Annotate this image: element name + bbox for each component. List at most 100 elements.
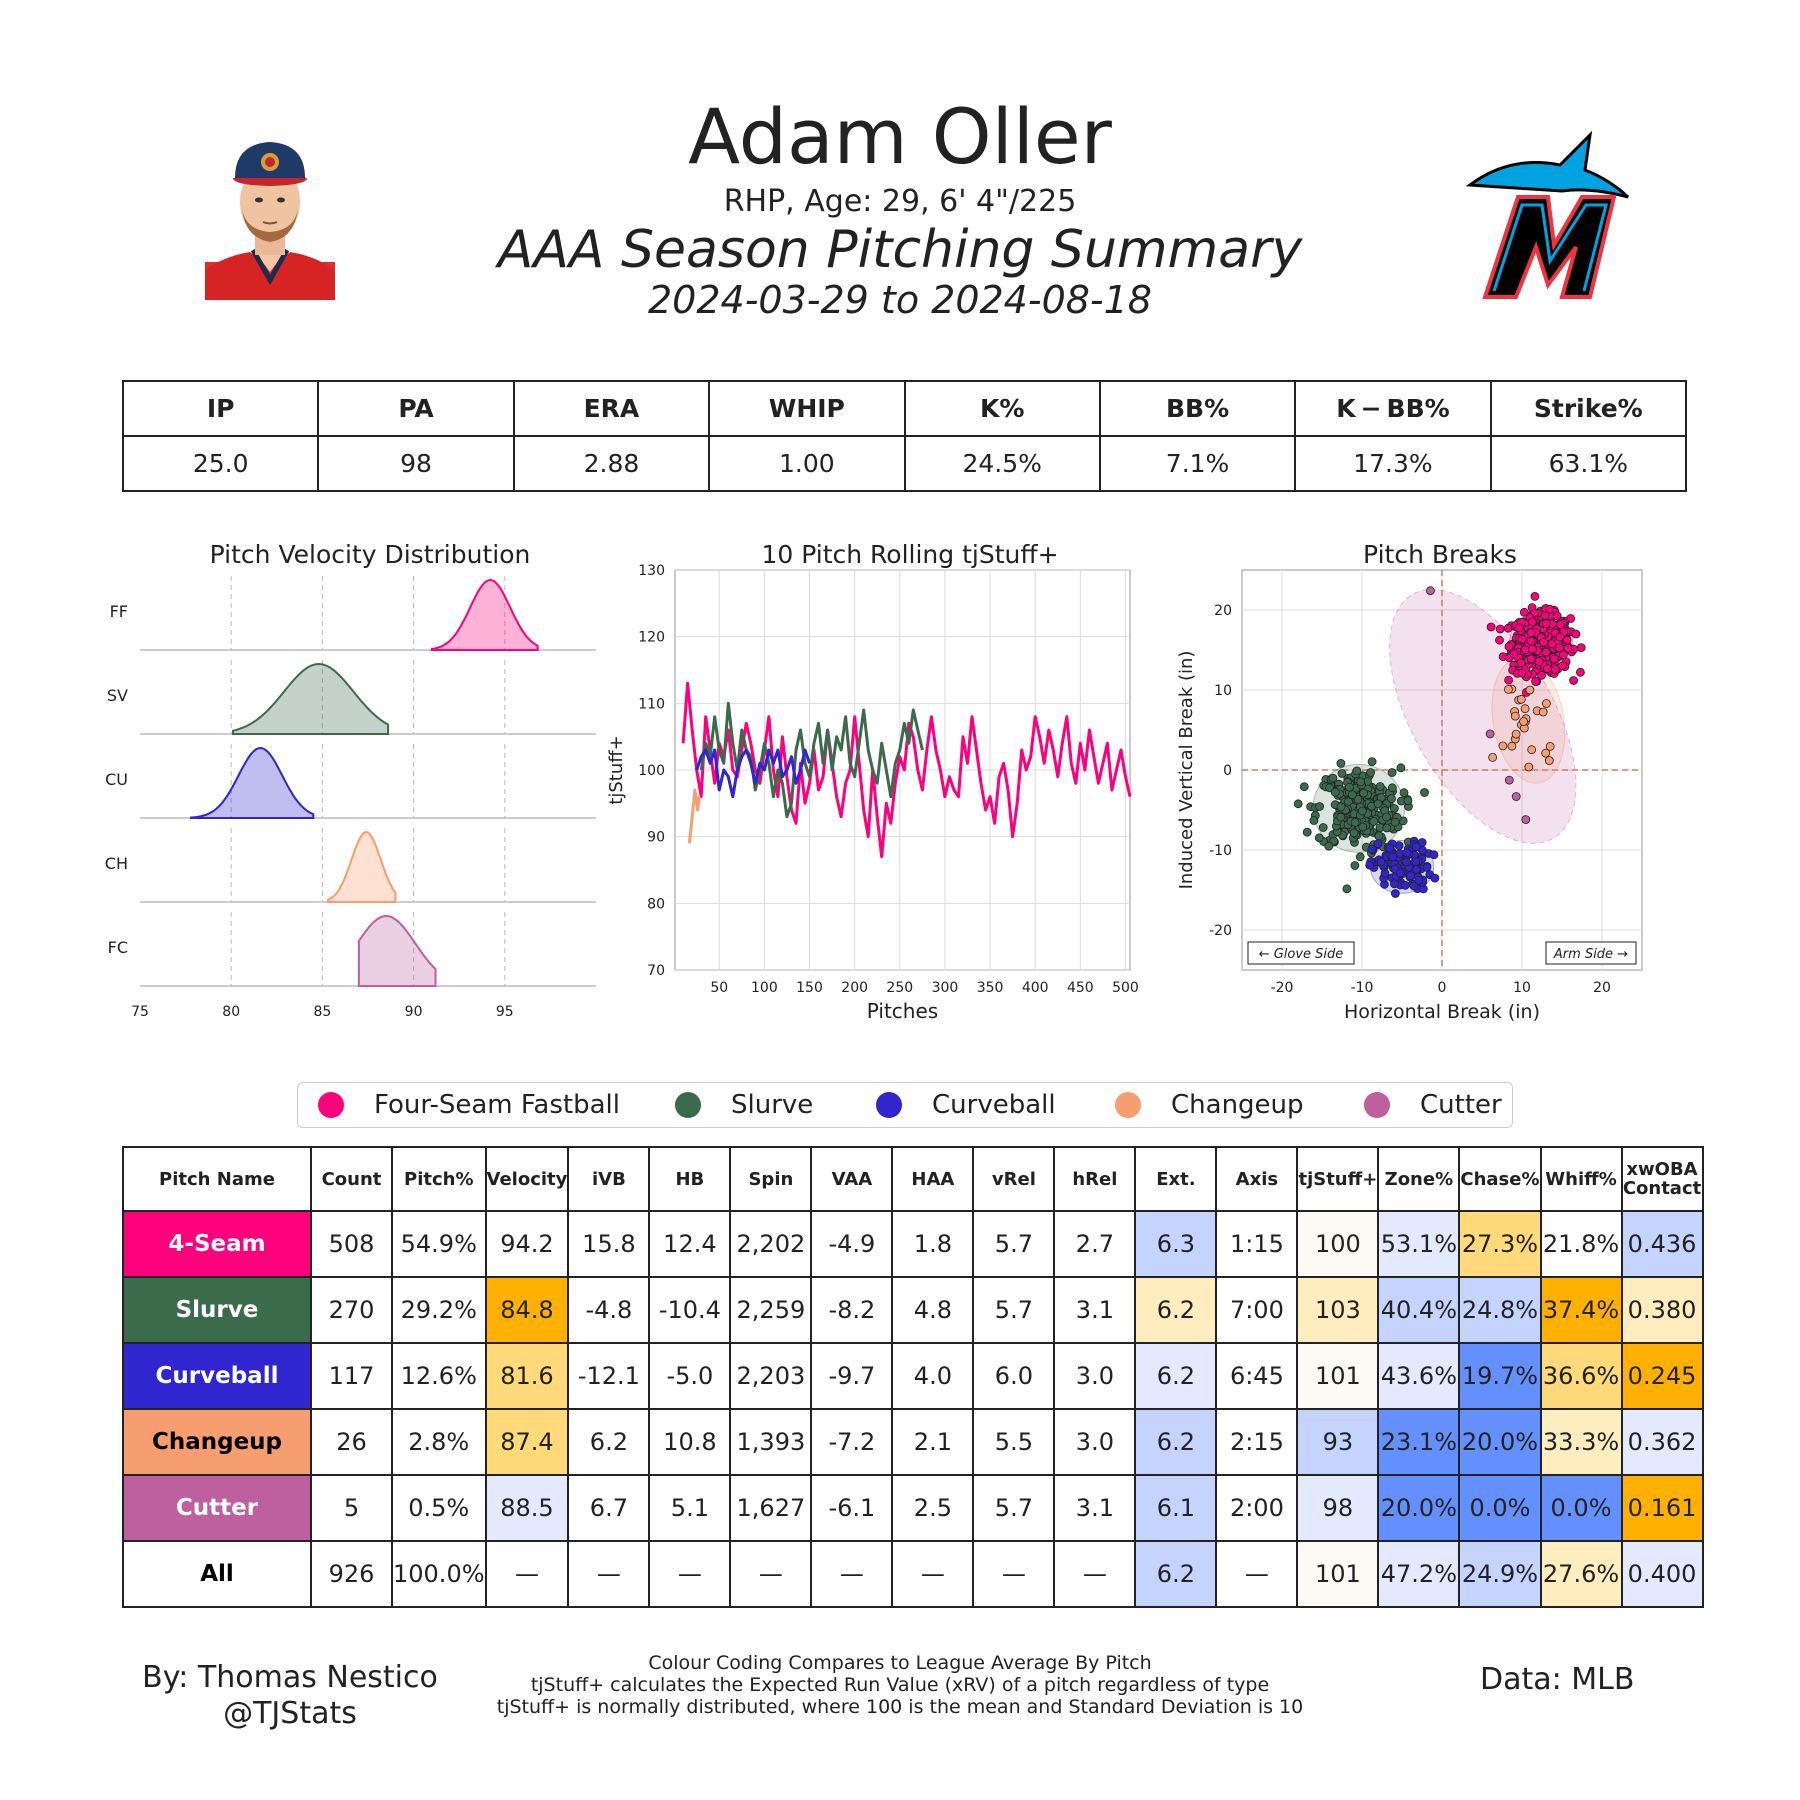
- breaks-x-tick-label: -20: [1271, 980, 1294, 996]
- pitch-metric-cell: 5.7: [972, 1210, 1056, 1278]
- pitch-metric-cell: —: [1053, 1540, 1137, 1608]
- pitch-metric-cell: 0.245: [1620, 1342, 1704, 1410]
- breaks-point-ff: [1542, 664, 1552, 674]
- pitch-metric-cell: 2:00: [1215, 1474, 1299, 1542]
- pitch-metric-cell: -4.9: [810, 1210, 894, 1278]
- breaks-point-sv: [1382, 823, 1392, 833]
- pitch-metric-cell: 23.1%: [1377, 1408, 1461, 1476]
- breaks-point-sv: [1375, 782, 1385, 791]
- breaks-point-ff: [1504, 642, 1514, 651]
- table-row: All 926 100.0% — — — — — — — —6.2—101 47.2% 24.9% 27.…: [122, 1540, 1704, 1608]
- breaks-point-ff: [1526, 654, 1536, 664]
- stat-header: K − BB%: [1294, 380, 1492, 437]
- rolling-x-tick-label: 400: [1022, 980, 1049, 996]
- breaks-point-cu: [1376, 857, 1386, 867]
- pitch-metric-cell: 2:15: [1215, 1408, 1299, 1476]
- breaks-point-sv: [1350, 861, 1360, 870]
- breaks-point-sv: [1355, 852, 1365, 862]
- breaks-point-cu: [1373, 839, 1383, 849]
- breaks-point-sv: [1337, 769, 1347, 778]
- breaks-point-ch: [1525, 685, 1535, 695]
- stat-header: IP: [121, 380, 320, 437]
- legend-label: Four-Seam Fastball: [374, 1090, 620, 1120]
- breaks-point-ch: [1545, 741, 1555, 751]
- velocity-distribution-chart: FFSVCUCHFC7580859095Velocity (mph): [105, 576, 596, 1020]
- pitch-table-header: Spin: [729, 1146, 813, 1212]
- pitch-metric-cell: —: [484, 1540, 570, 1608]
- pitch-name-cell: 4-Seam: [122, 1210, 312, 1278]
- pitch-metric-cell: 2.8%: [391, 1408, 487, 1476]
- breaks-point-sv: [1390, 817, 1400, 827]
- breaks-point-ff: [1503, 623, 1513, 633]
- breaks-point-sv: [1373, 799, 1383, 809]
- pitch-metric-cell: 0.436: [1620, 1210, 1704, 1278]
- breaks-point-cu: [1409, 881, 1419, 891]
- legend-item-fc: Cutter: [1364, 1083, 1502, 1127]
- cu-color-swatch: [876, 1092, 902, 1118]
- legend-label: Cutter: [1420, 1090, 1502, 1120]
- marlins-logo: [1465, 130, 1630, 299]
- breaks-point-ff: [1520, 645, 1530, 655]
- velocity-row-label: FF: [110, 602, 128, 621]
- pitch-metric-cell: -6.1: [810, 1474, 894, 1542]
- pitch-metric-cell: 0.362: [1620, 1408, 1704, 1476]
- arm-side-annotation: Arm Side →: [1545, 941, 1637, 965]
- pitch-table-header: vRel: [972, 1146, 1056, 1212]
- pitch-metric-cell: 100: [1296, 1210, 1380, 1278]
- pitch-metric-cell: 20.0%: [1458, 1408, 1542, 1476]
- legend-label: Slurve: [731, 1090, 814, 1120]
- breaks-point-cu: [1401, 857, 1411, 867]
- breaks-point-sv: [1399, 788, 1409, 798]
- sv-color-swatch: [675, 1092, 701, 1118]
- velocity-density-ff: [430, 578, 539, 651]
- stat-value: 17.3%: [1294, 435, 1492, 492]
- breaks-point-sv: [1299, 782, 1309, 792]
- pitch-metric-cell: 6.2: [1134, 1540, 1218, 1608]
- pitch-table-header: Pitch Name: [122, 1146, 312, 1212]
- pitch-metric-cell: —: [891, 1540, 975, 1608]
- breaks-point-sv: [1367, 757, 1377, 767]
- breaks-point-ch: [1538, 707, 1548, 717]
- breaks-y-tick-label: -20: [1209, 923, 1232, 939]
- breaks-x-axis-label: Horizontal Break (in): [1344, 1001, 1540, 1023]
- breaks-point-ch: [1541, 699, 1551, 708]
- breaks-point-cu: [1430, 873, 1440, 883]
- table-row: Cutter 5 0.5% 88.5 6.7 5.1 1,627 -6.1 2.5 5.7 3.1 6…: [122, 1474, 1704, 1542]
- velocity-row-label: CH: [105, 854, 128, 873]
- stat-value: 25.0: [121, 435, 320, 492]
- velocity-density-sv: [231, 662, 390, 735]
- breaks-point-cu: [1395, 868, 1405, 878]
- breaks-x-tick-label: 0: [1438, 980, 1447, 996]
- breaks-point-sv: [1347, 790, 1357, 800]
- rolling-x-tick-label: 250: [886, 980, 913, 996]
- rolling-y-tick-label: 70: [647, 963, 665, 979]
- legend-item-ch: Changeup: [1115, 1083, 1304, 1127]
- breaks-point-ff: [1552, 611, 1562, 621]
- breaks-x-tick-label: 10: [1513, 980, 1531, 996]
- pitch-metric-cell: 26: [310, 1408, 393, 1476]
- pitch-metric-cell: 87.4: [484, 1408, 570, 1476]
- legend-label: Curveball: [932, 1090, 1056, 1120]
- pitch-metric-cell: 2,259: [729, 1276, 813, 1344]
- pitch-metric-cell: 88.5: [484, 1474, 570, 1542]
- breaks-point-fc: [1425, 586, 1435, 596]
- pitch-metric-cell: 6.2: [1134, 1342, 1218, 1410]
- breaks-point-ff: [1530, 592, 1540, 601]
- breaks-point-sv: [1330, 787, 1340, 797]
- rolling-y-tick-label: 80: [647, 896, 665, 912]
- stat-header: K%: [903, 380, 1101, 437]
- breaks-point-sv: [1352, 766, 1362, 776]
- breaks-point-sv: [1356, 777, 1366, 787]
- rolling-y-tick-label: 120: [638, 630, 665, 646]
- pitch-metric-cell: 6.7: [567, 1474, 651, 1542]
- pitch-name-cell: Slurve: [122, 1276, 312, 1344]
- pitch-metric-cell: 5.7: [972, 1474, 1056, 1542]
- stat-header: PA: [317, 380, 515, 437]
- rolling-series-cu: [695, 748, 811, 799]
- pitch-metric-cell: 84.8: [484, 1276, 570, 1344]
- pitch-name-cell: Changeup: [122, 1408, 312, 1476]
- breaks-point-cu: [1402, 848, 1412, 858]
- breaks-y-tick-label: 0: [1223, 763, 1232, 779]
- breaks-point-ff: [1528, 644, 1537, 654]
- breaks-point-sv: [1302, 827, 1312, 837]
